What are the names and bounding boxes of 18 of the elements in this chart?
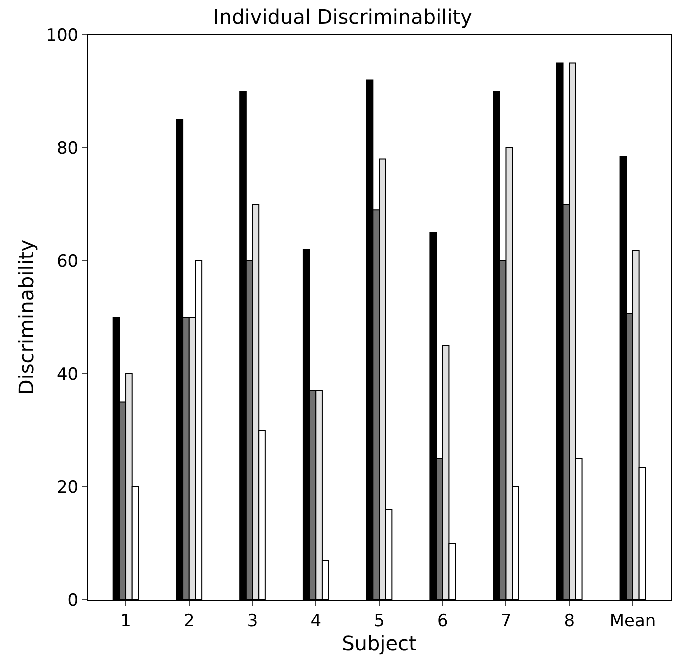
x-tick-label: 5 [374, 611, 385, 632]
chart-title: Individual Discriminability [214, 5, 473, 29]
y-tick-label: 100 [46, 26, 79, 46]
x-tick-label: 6 [437, 611, 448, 632]
x-tick-label: 7 [500, 611, 512, 632]
x-tick-label: 1 [120, 611, 132, 632]
y-tick-label: 40 [56, 364, 79, 385]
y-tick-label: 20 [56, 478, 79, 498]
y-axis-title: Discriminability [14, 240, 39, 396]
y-tick-label: 80 [56, 138, 79, 159]
x-tick-label: Mean [610, 611, 656, 632]
x-tick-label: 8 [564, 611, 576, 632]
y-tick-label: 0 [68, 590, 79, 611]
x-tick-label: 2 [184, 611, 195, 632]
y-tick-label: 60 [56, 252, 79, 272]
x-tick-label: 3 [247, 611, 258, 632]
x-axis-title: Subject [342, 631, 418, 656]
x-tick-label: 4 [310, 611, 322, 632]
